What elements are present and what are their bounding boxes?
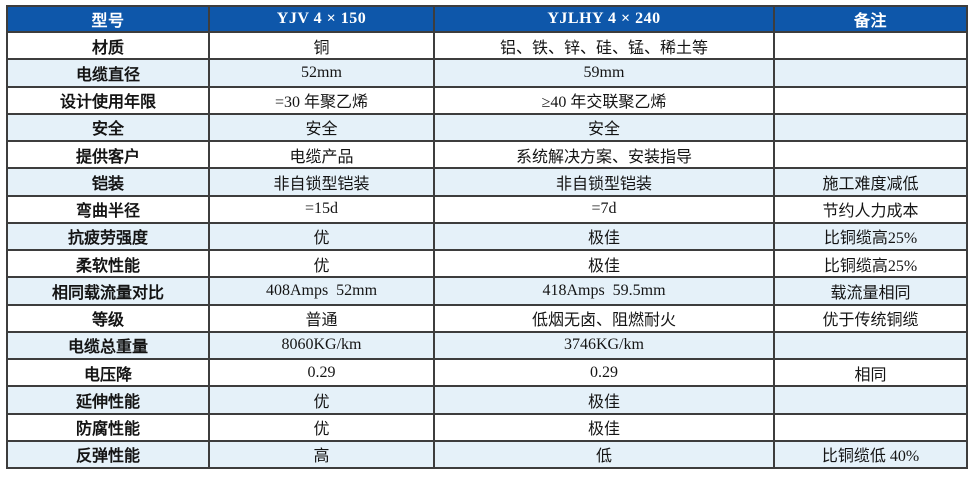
table-row: 弯曲半径 =15d =7d 节约人力成本 xyxy=(6,194,968,224)
cell-note xyxy=(773,30,968,61)
cell-yjv-value: 0.29 xyxy=(208,357,435,388)
cell-yjlhy-value: 418Amps 59.5mm xyxy=(433,276,775,306)
cable-comparison-table-wrap: 型号 YJV 4 × 150 YJLHY 4 × 240 备注 材质铜铝、铁、锌… xyxy=(6,5,968,470)
table-row: 电压降 0.29 0.29 相同 xyxy=(6,357,968,388)
header-model: 型号 xyxy=(6,5,210,33)
cell-yjlhy-value: 极佳 xyxy=(433,221,775,252)
cell-label: 相同载流量对比 xyxy=(6,276,210,306)
cell-label: 反弹性能 xyxy=(6,439,210,470)
table-row: 提供客户 电缆产品 系统解决方案、安装指导 xyxy=(6,139,968,170)
cell-yjv-value: 高 xyxy=(208,439,435,470)
table-row: 材质铜铝、铁、锌、硅、锰、稀土等 xyxy=(6,30,968,61)
table-body: 材质铜铝、铁、锌、硅、锰、稀土等 电缆直径 52mm 59mm 设计使用年限 =30 年聚… xyxy=(6,30,968,470)
cell-yjv-value: =15d xyxy=(208,194,435,224)
cell-yjlhy-value: 低烟无卤、阻燃耐火 xyxy=(433,303,775,333)
cell-yjv-value: 电缆产品 xyxy=(208,139,435,170)
cell-yjv-value: 铜 xyxy=(208,30,435,61)
cell-note: 载流量相同 xyxy=(773,276,968,306)
cell-note xyxy=(773,139,968,170)
table-row: 反弹性能高低比铜缆低 40% xyxy=(6,439,968,470)
cell-label: 提供客户 xyxy=(6,139,210,170)
cell-note xyxy=(773,330,968,361)
cell-yjlhy-value: 极佳 xyxy=(433,385,775,415)
cell-yjv-value: 非自锁型铠装 xyxy=(208,167,435,197)
cell-note: 比铜缆低 40% xyxy=(773,439,968,470)
cell-note: 优于传统铜缆 xyxy=(773,303,968,333)
cell-label: 抗疲劳强度 xyxy=(6,221,210,252)
cell-yjv-value: 优 xyxy=(208,412,435,442)
cell-label: 弯曲半径 xyxy=(6,194,210,224)
cell-note: 比铜缆高25% xyxy=(773,221,968,252)
table-row: 延伸性能优极佳 xyxy=(6,385,968,415)
cell-yjlhy-value: 非自锁型铠装 xyxy=(433,167,775,197)
cell-note xyxy=(773,385,968,415)
cell-note xyxy=(773,85,968,115)
cell-label: 铠装 xyxy=(6,167,210,197)
cell-yjlhy-value: ≥40 年交联聚乙烯 xyxy=(433,85,775,115)
table-row: 电缆直径 52mm 59mm xyxy=(6,58,968,88)
table-row: 防腐性能优极佳 xyxy=(6,412,968,442)
cell-yjlhy-value: 3746KG/km xyxy=(433,330,775,361)
cell-yjv-value: 8060KG/km xyxy=(208,330,435,361)
table-row: 相同载流量对比 408Amps 52mm 418Amps 59.5mm 载流量相同 xyxy=(6,276,968,306)
cell-yjlhy-value: 59mm xyxy=(433,58,775,88)
cell-yjlhy-value: 安全 xyxy=(433,112,775,143)
table-row: 电缆总重量 8060KG/km 3746KG/km xyxy=(6,330,968,361)
cell-label: 防腐性能 xyxy=(6,412,210,442)
cell-yjlhy-value: 极佳 xyxy=(433,248,775,279)
cell-yjlhy-value: 0.29 xyxy=(433,357,775,388)
cell-yjlhy-value: 极佳 xyxy=(433,412,775,442)
cell-yjv-value: 普通 xyxy=(208,303,435,333)
header-yjv-4x150: YJV 4 × 150 xyxy=(208,5,435,33)
cell-label: 电缆总重量 xyxy=(6,330,210,361)
table-row: 抗疲劳强度优极佳 比铜缆高25% xyxy=(6,221,968,252)
table-row: 铠装 非自锁型铠装 非自锁型铠装 施工难度减低 xyxy=(6,167,968,197)
cable-comparison-table: 型号 YJV 4 × 150 YJLHY 4 × 240 备注 材质铜铝、铁、锌… xyxy=(6,5,968,470)
cell-yjv-value: 优 xyxy=(208,385,435,415)
table-row: 柔软性能优极佳 比铜缆高25% xyxy=(6,248,968,279)
cell-label: 设计使用年限 xyxy=(6,85,210,115)
cell-yjv-value: 优 xyxy=(208,221,435,252)
cell-note: 相同 xyxy=(773,357,968,388)
table-header-row: 型号 YJV 4 × 150 YJLHY 4 × 240 备注 xyxy=(6,5,968,33)
header-note: 备注 xyxy=(773,5,968,33)
cell-label: 等级 xyxy=(6,303,210,333)
cell-label: 安全 xyxy=(6,112,210,143)
cell-note: 比铜缆高25% xyxy=(773,248,968,279)
cell-note xyxy=(773,412,968,442)
cell-yjv-value: 优 xyxy=(208,248,435,279)
cell-note xyxy=(773,58,968,88)
table-row: 等级 普通 低烟无卤、阻燃耐火 优于传统铜缆 xyxy=(6,303,968,333)
cell-yjv-value: 408Amps 52mm xyxy=(208,276,435,306)
cell-yjlhy-value: 系统解决方案、安装指导 xyxy=(433,139,775,170)
cell-yjv-value: 52mm xyxy=(208,58,435,88)
table-row: 安全 安全 安全 xyxy=(6,112,968,143)
cell-label: 延伸性能 xyxy=(6,385,210,415)
table-row: 设计使用年限 =30 年聚乙烯 ≥40 年交联聚乙烯 xyxy=(6,85,968,115)
cell-label: 柔软性能 xyxy=(6,248,210,279)
cell-label: 电缆直径 xyxy=(6,58,210,88)
cell-note xyxy=(773,112,968,143)
cell-yjv-value: 安全 xyxy=(208,112,435,143)
cell-yjv-value: =30 年聚乙烯 xyxy=(208,85,435,115)
cell-yjlhy-value: 低 xyxy=(433,439,775,470)
header-yjlhy-4x240: YJLHY 4 × 240 xyxy=(433,5,775,33)
cell-label: 电压降 xyxy=(6,357,210,388)
cell-label: 材质 xyxy=(6,30,210,61)
cell-note: 节约人力成本 xyxy=(773,194,968,224)
cell-yjlhy-value: =7d xyxy=(433,194,775,224)
cell-note: 施工难度减低 xyxy=(773,167,968,197)
cell-yjlhy-value: 铝、铁、锌、硅、锰、稀土等 xyxy=(433,30,775,61)
